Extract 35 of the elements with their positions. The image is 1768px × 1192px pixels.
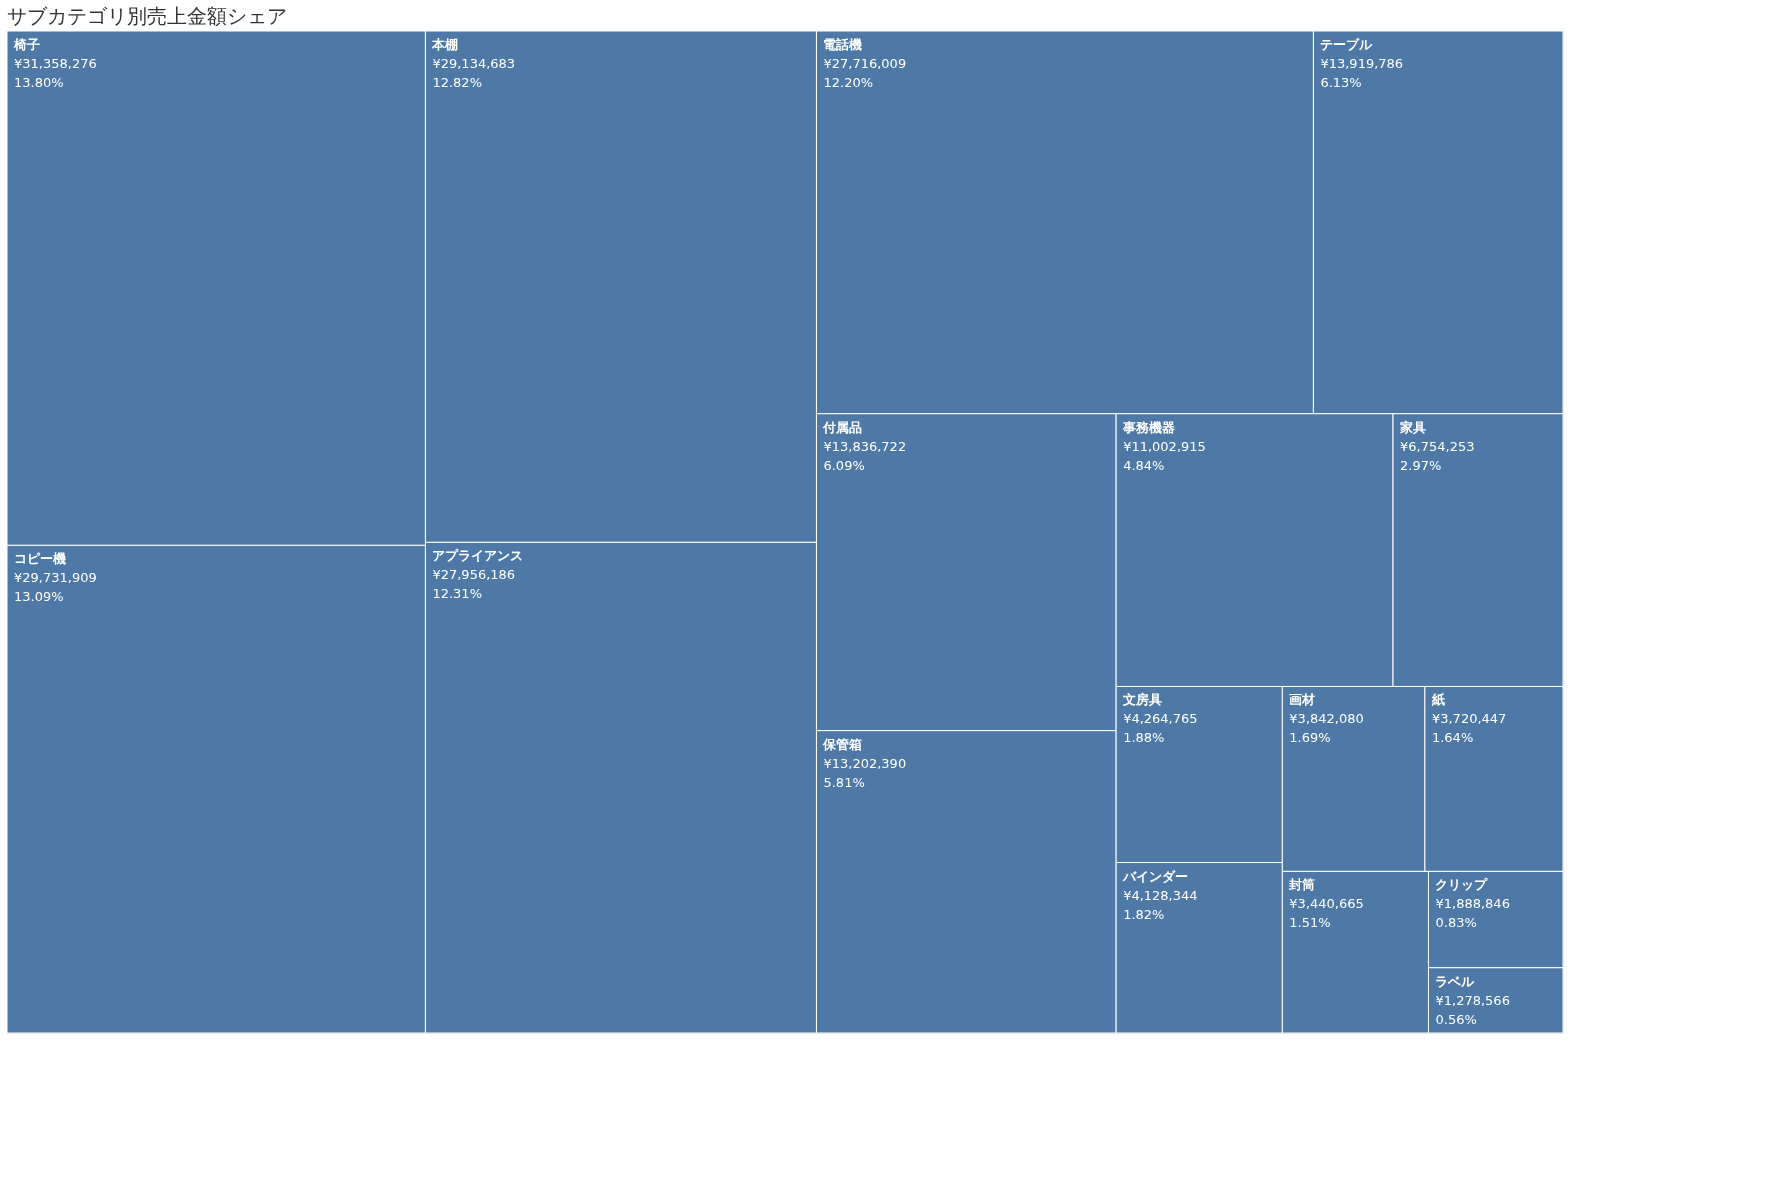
category-label: バインダー <box>1122 868 1189 884</box>
data-label: ¥6,754,253 2.97% <box>1400 438 1475 473</box>
data-label: ¥11,002,915 4.84% <box>1123 438 1206 473</box>
category-label: 椅子 <box>13 37 40 52</box>
category-label: 電話機 <box>823 37 863 52</box>
data-label: ¥1,278,566 0.56% <box>1435 992 1510 1027</box>
category-label: 本棚 <box>431 37 459 52</box>
data-label: ¥13,919,786 6.13% <box>1320 56 1404 90</box>
category-label: 文房具 <box>1122 692 1163 708</box>
text: サブカテゴリ別売上金額シェア <box>6 3 287 28</box>
data-label: ¥31,358,276 13.80% <box>14 56 97 90</box>
data-label: ¥29,731,909 13.09% <box>14 570 97 605</box>
category-label: テーブル <box>1320 37 1374 52</box>
category-label: アプライアンス <box>432 548 524 564</box>
category-label: クリップ <box>1435 877 1489 893</box>
category-label: コピー機 <box>14 551 66 567</box>
data-label: ¥1,888,846 0.83% <box>1435 896 1510 931</box>
category-label: ラベル <box>1435 973 1476 989</box>
category-label: 保管箱 <box>822 736 863 752</box>
category-label: 封筒 <box>1288 877 1316 893</box>
data-label: ¥27,716,009 12.20% <box>823 56 907 90</box>
category-label: 画材 <box>1289 692 1316 708</box>
data-label: ¥27,956,186 12.31% <box>432 567 516 602</box>
data-label: ¥3,720,447 1.64% <box>1431 711 1507 746</box>
category-label: 家具 <box>1399 419 1427 435</box>
category-label: 付属品 <box>822 419 863 435</box>
data-label: ¥4,264,765 1.88% <box>1123 711 1198 746</box>
data-label: ¥29,134,683 12.82% <box>432 56 516 90</box>
data-label: ¥13,836,722 6.09% <box>823 438 907 473</box>
data-label: ¥3,440,665 1.51% <box>1289 896 1364 931</box>
category-label: 事務機器 <box>1122 419 1176 435</box>
data-label: ¥4,128,344 1.82% <box>1123 887 1198 922</box>
data-label: ¥3,842,080 1.69% <box>1289 711 1364 746</box>
category-label: 紙 <box>1430 692 1445 708</box>
data-label: ¥13,202,390 5.81% <box>823 755 907 790</box>
